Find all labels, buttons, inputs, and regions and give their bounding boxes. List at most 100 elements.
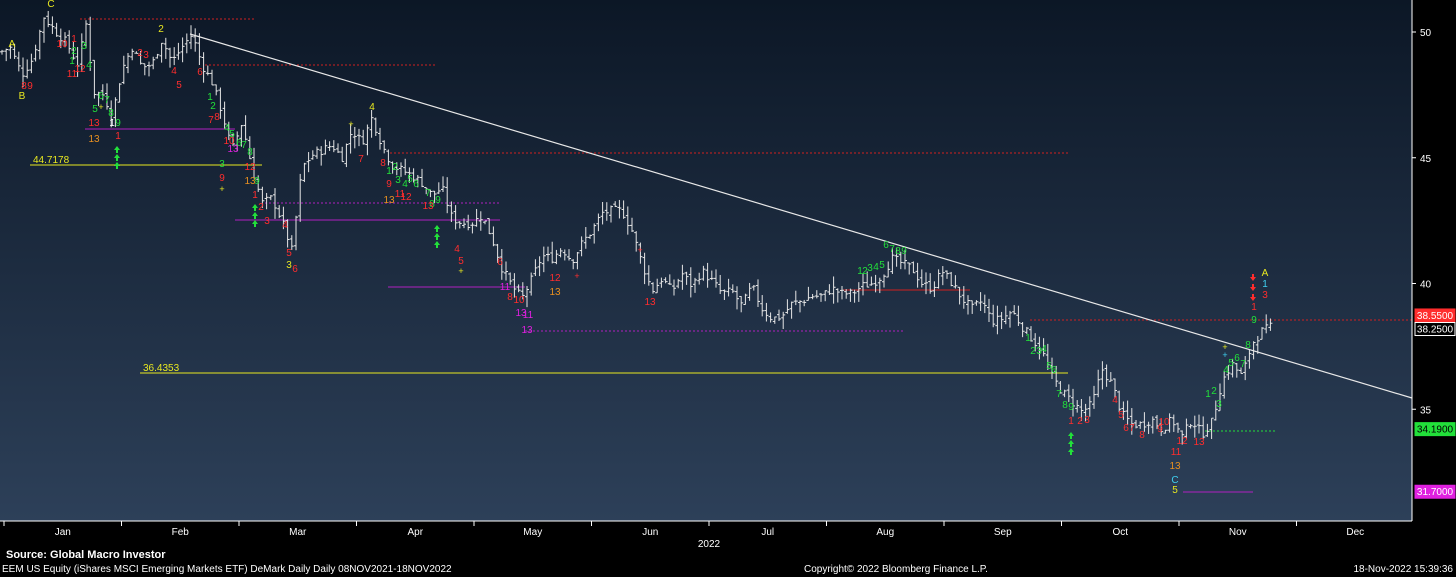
ohlc-bar [386,149,391,166]
ohlc-bar [676,278,681,289]
demark-count: 3 [1262,290,1268,301]
ohlc-bar [709,270,714,281]
demark-count: 9 [1251,315,1257,326]
demark-count: 6 [236,138,242,149]
demark-count: 2 [137,48,143,59]
ohlc-bar [768,312,773,323]
x-tick-label: Aug [876,527,894,538]
buy-arrow-icon [1068,448,1074,455]
ohlc-bar [562,249,567,261]
demark-count: 13 [521,325,533,336]
ohlc-bar [327,141,332,151]
demark-count: 11 [1171,447,1182,458]
ohlc-bar [680,264,685,290]
demark-count: 3 [143,50,149,61]
ohlc-bar [117,83,122,103]
ohlc-bar [348,123,353,154]
ohlc-bar [907,262,912,275]
x-tick-label: Apr [407,527,423,538]
demark-count: 6 [413,179,419,190]
ohlc-bar [646,265,651,286]
ohlc-bar [428,189,433,198]
ohlc-bar [264,192,269,210]
buy-arrow-icon [114,146,120,153]
demark-count: 3 [264,216,270,227]
ohlc-bar [436,182,441,194]
ohlc-bar [533,259,538,277]
demark-count: 5 [1118,410,1124,421]
demark-count: 7 [208,115,214,126]
ohlc-bar [806,286,811,301]
plus-marker: + [637,245,642,255]
demark-count: 12 [400,192,412,203]
ohlc-bar [726,278,731,297]
ohlc-bar [1209,417,1214,440]
ohlc-bar [571,259,576,270]
ohlc-bar [79,33,84,72]
demark-count: 1 [69,56,75,67]
x-tick-label: Mar [289,527,307,538]
ohlc-bar [903,249,907,270]
ohlc-bar [915,262,920,288]
ohlc-bar [512,273,517,298]
demark-count: 2 [392,162,398,173]
ohlc-bar [457,221,462,229]
demark-count: 4 [171,66,177,77]
ohlc-bar [109,100,114,128]
y-tick-label: 50 [1420,28,1432,39]
demark-count: 5 [1046,361,1052,372]
ohlc-bar [382,140,387,154]
demark-count: 2 [1077,416,1083,427]
security-description: EEM US Equity (iShares MSCI Emerging Mar… [2,564,452,575]
ohlc-bar [399,162,403,177]
ohlc-bar [911,261,916,274]
ohlc-bar [344,143,349,168]
level-label: 36.4353 [143,363,180,374]
demark-count: 12 [74,64,86,75]
demark-count: 1 [109,118,115,129]
ohlc-bar [46,10,51,28]
ohlc-bar [378,127,382,150]
ohlc-bar [184,33,189,54]
demark-count: 5 [1172,485,1178,496]
ohlc-bar [970,300,975,314]
demark-count: 5 [879,260,885,271]
demark-count: 4 [86,60,92,71]
ohlc-bar [1192,415,1197,438]
ohlc-bar [688,267,693,298]
demark-count: A [9,39,16,50]
ohlc-bar [655,278,660,294]
demark-count: 11 [500,282,511,293]
x-tick-label: Feb [172,527,190,538]
demark-count: 2 [1030,346,1036,357]
demark-count: 9 [27,81,33,92]
demark-count: 2 [862,266,868,277]
ohlc-bar [180,37,185,63]
demark-count: 8 [214,112,220,123]
ohlc-bar [525,285,529,308]
ohlc-bar [588,234,592,239]
ohlc-bar [88,16,93,71]
demark-count: 4 [402,179,408,190]
ohlc-bar [75,47,80,77]
ohlc-bar [1155,415,1159,430]
ohlc-bar [159,42,164,63]
ohlc-bar [1184,418,1189,439]
demark-count: 8 [21,81,27,92]
buy-arrow-icon [114,154,120,161]
demark-count: 3 [81,41,87,52]
ohlc-bar [529,272,534,296]
ohlc-bar [29,53,34,74]
ohlc-bar [487,218,492,235]
demark-count: 5 [286,248,292,259]
ohlc-bar [735,286,739,310]
ohlc-bar [67,30,72,54]
ohlc-bar [546,246,550,262]
demark-count: 1 [1068,416,1074,427]
x-tick-label: Jan [55,527,71,538]
ohlc-bar [361,129,366,145]
demark-count: 7 [1129,423,1135,434]
ohlc-bar [449,201,454,223]
ohlc-bar [289,235,294,250]
demark-count: 7 [1056,389,1062,400]
